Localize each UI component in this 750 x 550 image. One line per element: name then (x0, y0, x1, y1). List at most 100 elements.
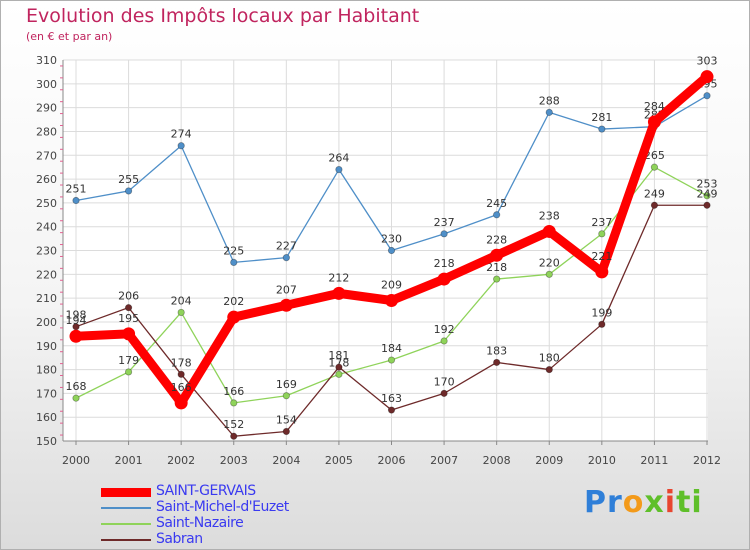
data-point-saint-nazaire-2005 (335, 370, 343, 378)
data-label-saint-gervais-2005: 212 (328, 271, 349, 284)
data-label-sabran-2010: 199 (591, 306, 612, 319)
data-point-saint-michel-d-euzet-2007 (440, 230, 448, 238)
data-point-saint-gervais-2002 (174, 396, 188, 410)
data-label-saint-nazaire-2008: 218 (486, 261, 507, 274)
data-label-saint-gervais-2004: 207 (276, 283, 297, 296)
data-label-saint-gervais-2003: 202 (223, 295, 244, 308)
data-label-sabran-2005: 181 (328, 349, 349, 362)
data-label-saint-nazaire-2010: 237 (591, 216, 612, 229)
logo-part-4: i (664, 485, 677, 520)
data-label-saint-gervais-2008: 228 (486, 233, 507, 246)
data-label-saint-nazaire-2012: 253 (697, 178, 718, 191)
data-label-saint-gervais-2000: 194 (66, 314, 87, 327)
data-label-sabran-2002: 178 (171, 356, 192, 369)
data-label-saint-michel-d-euzet-2005: 264 (328, 152, 349, 165)
data-label-saint-nazaire-2001: 179 (118, 354, 139, 367)
data-point-saint-nazaire-2006 (387, 356, 396, 364)
data-label-saint-nazaire-2003: 166 (223, 385, 244, 398)
data-label-saint-michel-d-euzet-2007: 237 (434, 216, 455, 229)
data-label-saint-gervais-2002: 166 (171, 381, 192, 394)
data-point-saint-nazaire-2010 (598, 230, 606, 238)
data-point-saint-nazaire-2009 (545, 270, 553, 278)
x-tick-label-2000: 2000 (62, 454, 90, 467)
y-tick-label-300: 300 (36, 78, 57, 91)
data-point-saint-nazaire-2012 (703, 192, 711, 200)
x-tick-label-2006: 2006 (378, 454, 406, 467)
data-point-saint-michel-d-euzet-2003 (230, 258, 238, 267)
legend-swatch-saint-nazaire (101, 523, 151, 525)
legend-item-saint-michel: Saint-Michel-d'Euzet (101, 499, 401, 516)
x-tick-label-2002: 2002 (167, 454, 195, 467)
data-point-saint-gervais-2001 (122, 327, 136, 341)
data-label-saint-nazaire-2000: 168 (66, 380, 87, 393)
data-label-sabran-2012: 249 (697, 187, 718, 200)
legend-label-sabran: Sabran (156, 531, 203, 547)
data-label-sabran-2008: 183 (486, 344, 507, 357)
data-point-saint-michel-d-euzet-2009 (545, 108, 553, 116)
data-point-sabran-2004 (282, 427, 290, 436)
data-label-sabran-2004: 154 (276, 413, 297, 426)
legend-item-sabran: Sabran (101, 531, 401, 548)
x-tick-label-2001: 2001 (115, 454, 143, 467)
data-point-saint-nazaire-2008 (493, 275, 501, 283)
data-point-saint-nazaire-2011 (650, 163, 659, 171)
y-tick-label-220: 220 (36, 268, 57, 281)
y-tick-label-160: 160 (36, 411, 57, 424)
data-point-saint-gervais-2003 (227, 310, 241, 324)
data-point-saint-gervais-2010 (595, 265, 609, 279)
data-point-saint-gervais-2006 (385, 294, 398, 308)
data-label-saint-gervais-2007: 218 (434, 257, 455, 270)
data-label-saint-michel-d-euzet-2001: 255 (118, 173, 139, 186)
data-label-saint-nazaire-2011: 265 (644, 149, 665, 162)
data-label-saint-michel-d-euzet-2010: 281 (591, 111, 612, 124)
data-point-saint-nazaire-2004 (282, 392, 290, 400)
y-tick-label-250: 250 (36, 197, 57, 210)
data-point-saint-michel-d-euzet-2008 (493, 211, 501, 219)
data-point-saint-michel-d-euzet-2006 (387, 246, 396, 255)
legend-swatch-saint-gervais (101, 488, 151, 497)
data-label-sabran-2007: 170 (434, 375, 455, 388)
y-tick-label-190: 190 (36, 340, 57, 353)
data-point-saint-nazaire-2002 (177, 308, 185, 317)
data-label-saint-nazaire-2009: 220 (539, 256, 560, 269)
data-label-sabran-2006: 163 (381, 392, 402, 405)
data-point-saint-michel-d-euzet-2010 (598, 125, 606, 133)
data-point-saint-michel-d-euzet-2000 (72, 196, 80, 205)
data-point-saint-gervais-2004 (279, 298, 293, 312)
legend-item-saint-nazaire: Saint-Nazaire (101, 515, 401, 532)
data-point-saint-gervais-2005 (332, 286, 346, 300)
data-point-sabran-2006 (387, 406, 396, 414)
data-label-sabran-2009: 180 (539, 352, 560, 365)
proxiti-logo: Proxiti (584, 485, 703, 520)
x-tick-label-2011: 2011 (640, 454, 668, 467)
data-point-saint-gervais-2009 (542, 224, 556, 238)
legend-label-saint-nazaire: Saint-Nazaire (156, 515, 244, 531)
data-label-saint-gervais-2011: 284 (644, 100, 665, 113)
y-tick-label-290: 290 (36, 102, 57, 115)
data-label-saint-gervais-2001: 195 (118, 312, 139, 325)
data-label-saint-michel-d-euzet-2000: 251 (66, 182, 87, 195)
chart-subtitle: (en € et par an) (26, 30, 113, 43)
data-label-saint-nazaire-2006: 184 (381, 342, 402, 355)
data-point-saint-nazaire-2001 (124, 368, 133, 376)
y-tick-label-270: 270 (36, 149, 57, 162)
y-tick-label-210: 210 (36, 292, 57, 305)
legend-label-saint-michel: Saint-Michel-d'Euzet (156, 499, 289, 515)
data-label-saint-michel-d-euzet-2008: 245 (486, 197, 507, 210)
data-point-saint-gervais-2008 (490, 248, 504, 262)
x-tick-label-2007: 2007 (430, 454, 458, 467)
chart-title: Evolution des Impôts locaux par Habitant (26, 5, 420, 27)
data-label-sabran-2000: 198 (66, 309, 87, 322)
data-point-saint-gervais-2011 (647, 115, 661, 129)
y-tick-label-310: 310 (36, 54, 57, 67)
data-point-saint-michel-d-euzet-2012 (703, 92, 711, 100)
data-label-saint-michel-d-euzet-2002: 274 (171, 128, 192, 141)
x-tick-label-2008: 2008 (483, 454, 511, 467)
x-tick-label-2004: 2004 (272, 454, 300, 467)
data-point-sabran-2003 (230, 432, 238, 440)
data-point-sabran-2010 (598, 320, 606, 328)
data-point-saint-gervais-2012 (700, 70, 714, 84)
data-point-saint-michel-d-euzet-2001 (124, 187, 133, 195)
data-point-sabran-2011 (650, 201, 659, 209)
